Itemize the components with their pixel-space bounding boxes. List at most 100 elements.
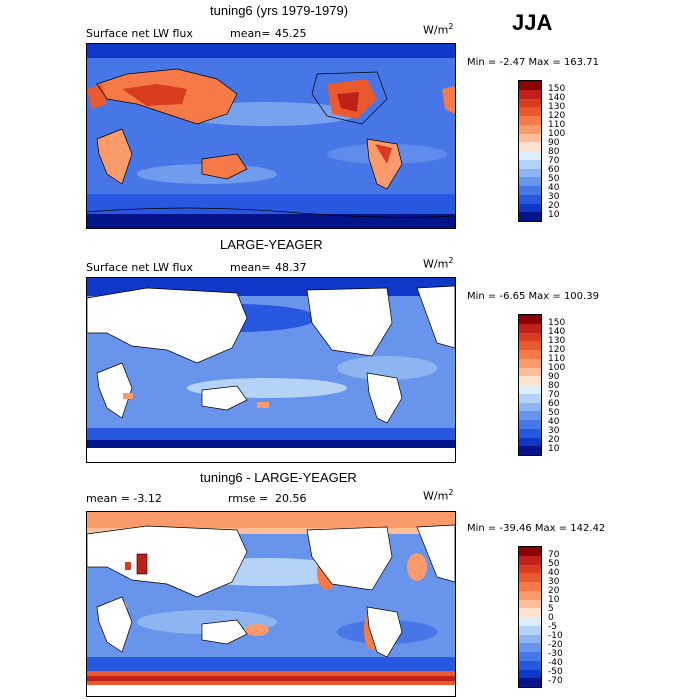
colorbar-swatch (519, 341, 541, 350)
colorbar-swatch (519, 350, 541, 359)
colorbar-swatch (519, 617, 541, 626)
colorbar-tick: 100 (548, 363, 566, 373)
colorbar-swatch (519, 385, 541, 394)
panel-2-mean-label: mean= (230, 261, 271, 274)
colorbar-swatch (519, 678, 541, 687)
panel-3-title: tuning6 - LARGE-YEAGER (200, 470, 357, 485)
panel-2-minmax: Min = -6.65 Max = 100.39 (467, 291, 599, 302)
colorbar-swatch (519, 367, 541, 377)
colorbar-swatch (519, 81, 541, 90)
colorbar-swatch (519, 599, 541, 609)
colorbar-swatch (519, 428, 541, 438)
colorbar-swatch (519, 420, 541, 429)
colorbar-tick: 50 (548, 408, 560, 418)
panel-3-mean-label: mean = -3.12 (86, 492, 162, 505)
colorbar-tick: 60 (548, 399, 560, 409)
colorbar-tick: 70 (548, 156, 560, 166)
colorbar-tick: 140 (548, 93, 566, 103)
colorbar-tick: 20 (548, 435, 560, 445)
colorbar-tick: 80 (548, 381, 560, 391)
panel-3-unit: W/m2 (423, 488, 454, 503)
colorbar-swatch (519, 564, 541, 574)
panel-1-title: tuning6 (yrs 1979-1979) (210, 3, 349, 18)
colorbar-tick: -40 (548, 658, 563, 668)
colorbar-swatch (519, 608, 541, 617)
colorbar-tick: 140 (548, 327, 566, 337)
panel-1-colorbar (518, 80, 542, 222)
colorbar-tick: 130 (548, 102, 566, 112)
colorbar-swatch (519, 107, 541, 116)
panel-2-variable-label: Surface net LW flux (86, 261, 193, 274)
colorbar-swatch (519, 582, 541, 591)
colorbar-swatch (519, 177, 541, 186)
colorbar-tick: 70 (548, 550, 560, 560)
colorbar-swatch (519, 323, 541, 333)
colorbar-swatch (519, 332, 541, 342)
panel-1-variable-label: Surface net LW flux (86, 27, 193, 40)
colorbar-tick: 50 (548, 559, 560, 569)
colorbar-tick: 10 (548, 595, 560, 605)
colorbar-swatch (519, 625, 541, 635)
panel-1-unit: W/m2 (423, 22, 454, 37)
colorbar-tick: -20 (548, 640, 563, 650)
colorbar-swatch (519, 151, 541, 160)
colorbar-swatch (519, 411, 541, 420)
colorbar-tick: 150 (548, 318, 566, 328)
colorbar-tick: 30 (548, 192, 560, 202)
colorbar-tick: 130 (548, 336, 566, 346)
colorbar-swatch (519, 402, 541, 412)
colorbar-swatch (519, 547, 541, 556)
colorbar-tick: 30 (548, 577, 560, 587)
colorbar-tick: 90 (548, 372, 560, 382)
panel-2-mean-value: 48.37 (275, 261, 307, 274)
panel-3-map-svg (87, 512, 455, 696)
colorbar-tick: -5 (548, 622, 557, 632)
colorbar-swatch (519, 634, 541, 644)
colorbar-tick: 20 (548, 201, 560, 211)
colorbar-tick: 80 (548, 147, 560, 157)
colorbar-swatch (519, 212, 541, 221)
colorbar-swatch (519, 555, 541, 565)
colorbar-tick: 40 (548, 568, 560, 578)
panel-2-unit: W/m2 (423, 256, 454, 271)
colorbar-tick: 0 (548, 613, 554, 623)
panel-3-map (86, 511, 456, 697)
colorbar-tick: 10 (548, 210, 560, 220)
season-label: JJA (512, 10, 553, 35)
colorbar-swatch (519, 376, 541, 385)
colorbar-swatch (519, 159, 541, 169)
colorbar-tick: 10 (548, 444, 560, 454)
colorbar-tick: 50 (548, 174, 560, 184)
panel-3-rmse-value: 20.56 (275, 492, 307, 505)
colorbar-swatch (519, 315, 541, 324)
colorbar-swatch (519, 446, 541, 455)
colorbar-swatch (519, 142, 541, 151)
colorbar-swatch (519, 358, 541, 368)
colorbar-swatch (519, 168, 541, 178)
colorbar-tick: 30 (548, 426, 560, 436)
colorbar-swatch (519, 116, 541, 125)
colorbar-tick: 60 (548, 165, 560, 175)
colorbar-tick: 5 (548, 604, 554, 614)
colorbar-tick: -50 (548, 667, 563, 677)
colorbar-swatch (519, 669, 541, 679)
colorbar-swatch (519, 203, 541, 213)
panel-1-mean-value: 45.25 (275, 27, 307, 40)
colorbar-swatch (519, 124, 541, 134)
panel-1-map-svg (87, 44, 455, 228)
colorbar-tick: -30 (548, 649, 563, 659)
panel-1-map (86, 43, 456, 229)
colorbar-tick: 90 (548, 138, 560, 148)
colorbar-swatch (519, 89, 541, 99)
colorbar-tick: 120 (548, 345, 566, 355)
colorbar-tick: -10 (548, 631, 563, 641)
colorbar-swatch (519, 133, 541, 143)
colorbar-tick: 40 (548, 183, 560, 193)
panel-1-mean-label: mean= (230, 27, 271, 40)
panel-1-minmax: Min = -2.47 Max = 163.71 (467, 57, 599, 68)
colorbar-tick: -70 (548, 676, 563, 686)
panel-2-map (86, 277, 456, 463)
colorbar-swatch (519, 186, 541, 195)
colorbar-tick: 70 (548, 390, 560, 400)
colorbar-tick: 40 (548, 417, 560, 427)
